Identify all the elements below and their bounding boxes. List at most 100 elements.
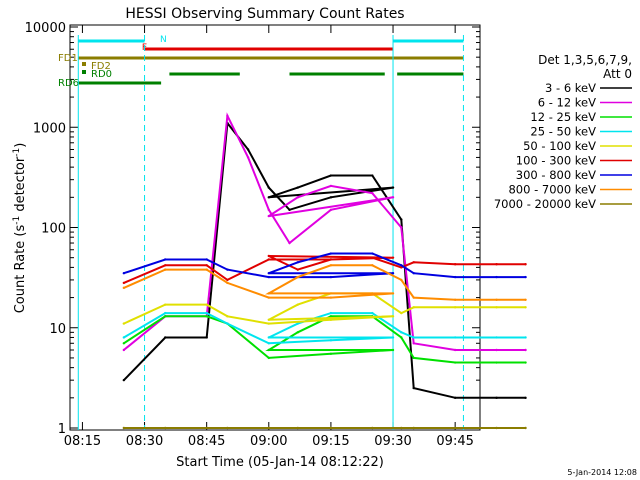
data-point — [329, 311, 333, 315]
data-point — [205, 426, 208, 430]
series-group — [122, 112, 527, 430]
legend-label: 50 - 100 keV — [523, 139, 596, 153]
legend-label: 100 - 300 keV — [516, 154, 596, 168]
data-point — [226, 322, 229, 325]
data-point — [122, 378, 126, 382]
plot-border — [69, 24, 481, 431]
data-point — [122, 286, 126, 290]
series-line — [123, 312, 526, 345]
data-point — [205, 315, 208, 318]
legend-label: 6 - 12 keV — [538, 96, 596, 110]
data-point — [524, 306, 527, 309]
data-point — [267, 186, 270, 189]
data-point — [164, 311, 167, 315]
flag-marker — [82, 62, 86, 66]
x-tick-label: 09:45 — [436, 434, 473, 449]
data-point — [495, 361, 498, 364]
data-point — [329, 339, 333, 342]
data-point — [296, 303, 299, 306]
data-point — [412, 272, 415, 275]
data-point — [122, 342, 126, 345]
data-point — [296, 275, 299, 279]
data-point — [226, 114, 229, 118]
data-point — [400, 218, 403, 221]
data-point — [329, 196, 333, 199]
series-line — [123, 292, 526, 325]
data-point — [524, 336, 527, 339]
data-point — [226, 426, 229, 430]
data-point — [226, 268, 229, 271]
y-axis-label: Count Rate (s-1 detector-1) — [12, 143, 28, 314]
data-point — [296, 331, 299, 334]
series-line — [123, 252, 526, 279]
flag-label: RD6 — [58, 78, 79, 89]
data-point — [391, 336, 395, 339]
data-point — [164, 336, 167, 339]
data-point — [391, 196, 395, 199]
data-point — [400, 336, 403, 339]
data-point — [412, 356, 415, 360]
data-point — [329, 264, 333, 267]
data-point — [122, 426, 126, 430]
data-point — [412, 306, 415, 309]
flag-bars: NFFD1FD2RD0RD6 — [58, 35, 464, 430]
data-point — [371, 252, 374, 255]
data-point — [495, 275, 498, 279]
data-point — [400, 311, 403, 315]
flag-label: FD2 — [91, 61, 111, 72]
x-tick-label: 08:15 — [64, 434, 101, 449]
data-point — [412, 426, 415, 430]
data-point — [391, 292, 395, 295]
y-axis: 1 10 100 1000 10000 — [25, 21, 480, 437]
data-point — [205, 336, 208, 339]
data-point — [524, 263, 527, 266]
data-point — [391, 426, 395, 430]
data-point — [164, 315, 167, 318]
x-tick-label: 09:00 — [250, 434, 287, 449]
x-tick-label: 08:45 — [188, 434, 225, 449]
data-point — [267, 296, 270, 299]
data-point — [296, 196, 299, 199]
data-point — [412, 342, 415, 345]
data-point — [400, 226, 403, 229]
series-line — [123, 255, 526, 284]
data-point — [453, 336, 457, 339]
legend-label: 12 - 25 keV — [530, 110, 596, 124]
data-point — [495, 348, 498, 352]
data-point — [329, 318, 333, 322]
data-point — [371, 426, 374, 430]
data-point — [164, 258, 167, 261]
series-line — [123, 264, 526, 301]
data-point — [267, 318, 270, 322]
x-axis: 08:15 08:30 08:45 09:00 09:15 09:30 09:45 — [64, 25, 474, 449]
data-point — [453, 275, 457, 279]
series-line — [123, 112, 526, 351]
data-point — [122, 348, 126, 352]
data-point — [495, 396, 498, 400]
data-point — [453, 361, 457, 364]
data-point — [122, 281, 126, 285]
legend-header-1: Det 1,3,5,6,7,9, — [538, 53, 632, 67]
legend-label: 25 - 50 keV — [530, 125, 596, 139]
legend-label: 7000 - 20000 keV — [494, 197, 596, 211]
data-point — [164, 268, 167, 271]
plot-area — [69, 24, 481, 431]
data-point — [453, 263, 457, 266]
data-point — [267, 272, 270, 275]
data-point — [495, 426, 498, 430]
data-point — [391, 272, 395, 275]
data-point — [267, 426, 270, 430]
data-point — [453, 348, 457, 352]
data-point — [453, 306, 457, 309]
data-point — [329, 184, 333, 188]
data-point — [226, 278, 229, 282]
data-point — [329, 208, 333, 212]
data-point — [267, 196, 270, 199]
data-point — [453, 396, 457, 400]
data-point — [412, 336, 415, 339]
data-point — [329, 252, 333, 255]
data-point — [495, 336, 498, 339]
data-point — [267, 342, 270, 345]
flag-label: FD1 — [58, 53, 78, 64]
